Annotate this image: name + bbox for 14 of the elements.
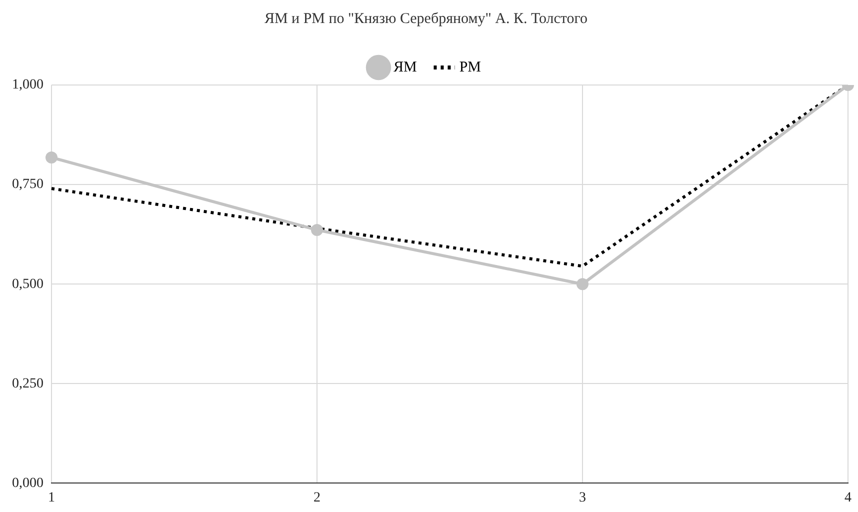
y-tick-label: 1,000 bbox=[12, 78, 44, 93]
point bbox=[576, 278, 588, 290]
legend-label: ЯМ bbox=[393, 59, 417, 76]
x-tick-label: 1 bbox=[48, 490, 55, 506]
x-tick-label: 3 bbox=[579, 490, 586, 506]
legend-label: РМ bbox=[459, 59, 482, 76]
point bbox=[311, 224, 323, 236]
x-tick-label: 2 bbox=[314, 490, 320, 506]
y-tick-label: 0,500 bbox=[12, 276, 44, 292]
chart-title: ЯМ и РМ по "Князю Серебряному" А. К. Толстого bbox=[264, 10, 588, 27]
y-tick-label: 0,750 bbox=[12, 177, 44, 192]
y-tick-label: 0,000 bbox=[12, 476, 44, 491]
y-tick-label: 0,250 bbox=[12, 376, 44, 392]
x-tick-label: 4 bbox=[844, 490, 852, 506]
